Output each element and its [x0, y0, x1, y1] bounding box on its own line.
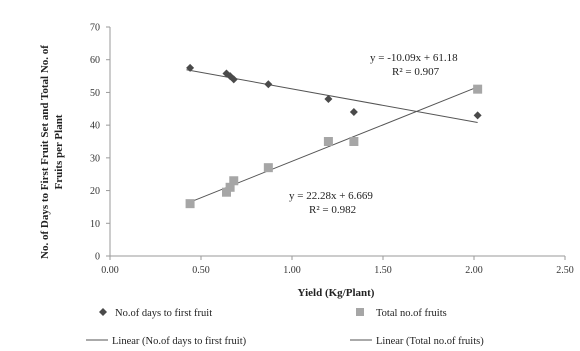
y-tick-label: 50: [90, 88, 100, 99]
trend-1-r2: R² = 0.907: [392, 66, 440, 78]
y-tick-label: 20: [90, 186, 100, 197]
trend-2-r2: R² = 0.982: [309, 204, 356, 216]
days-to-first-fruit-point: [229, 75, 238, 84]
total-fruits-point: [323, 137, 333, 146]
legend-label-series-1: No.of days to first fruit: [115, 308, 212, 319]
y-tick-label: 60: [90, 55, 100, 66]
legend-square-marker: [356, 308, 364, 316]
total-fruits-point: [185, 199, 195, 209]
days-to-first-fruit-point: [264, 80, 273, 89]
trend-2-equation: y = 22.28x + 6.669: [289, 190, 373, 202]
days-to-first-fruit-point: [349, 108, 358, 117]
y-tick-label: 0: [95, 252, 100, 263]
total-fruits-point: [263, 163, 273, 173]
legend-label-trend-2: Linear (Total no.of fruits): [376, 336, 484, 347]
x-tick-label: 0.00: [101, 265, 119, 276]
legend-label-trend-1: Linear (No.of days to first fruit): [112, 336, 247, 347]
y-axis-title-line-2: Fruits per Plant: [53, 114, 65, 189]
x-tick-label: 1.50: [374, 265, 392, 276]
x-axis-title: Yield (Kg/Plant): [298, 287, 375, 299]
days-to-first-fruit-point: [324, 94, 333, 103]
days-to-first-fruit-point: [473, 111, 482, 120]
x-tick-label: 1.00: [283, 265, 301, 276]
total-fruits-point: [221, 187, 231, 197]
total-fruits-point: [349, 137, 359, 146]
x-tick-label: 0.50: [192, 265, 210, 276]
y-axis-ticks: 0 10 20 30 40 50 60 70: [90, 23, 110, 263]
x-tick-label: 2.50: [556, 265, 574, 276]
x-tick-label: 2.00: [465, 265, 483, 276]
legend: No.of days to first fruit Total no.of fr…: [86, 308, 484, 347]
y-axis-title: No. of Days to First Fruit Set and Total…: [39, 45, 65, 259]
y-tick-label: 10: [90, 219, 100, 230]
y-axis-title-line-1: No. of Days to First Fruit Set and Total…: [39, 45, 51, 259]
y-tick-label: 30: [90, 153, 100, 164]
y-tick-label: 40: [90, 121, 100, 132]
total-fruits-point: [473, 84, 483, 94]
total-fruits-point: [225, 182, 235, 192]
legend-diamond-marker: [99, 308, 107, 316]
legend-label-series-2: Total no.of fruits: [376, 308, 447, 319]
y-tick-label: 70: [90, 23, 100, 34]
total-fruits-point: [229, 176, 239, 186]
data-points: [185, 63, 483, 209]
trend-1-equation: y = -10.09x + 61.18: [370, 52, 458, 64]
x-axis-ticks: 0.00 0.50 1.00 1.50 2.00 2.50: [101, 256, 574, 276]
days-to-first-fruit-point: [186, 63, 195, 72]
